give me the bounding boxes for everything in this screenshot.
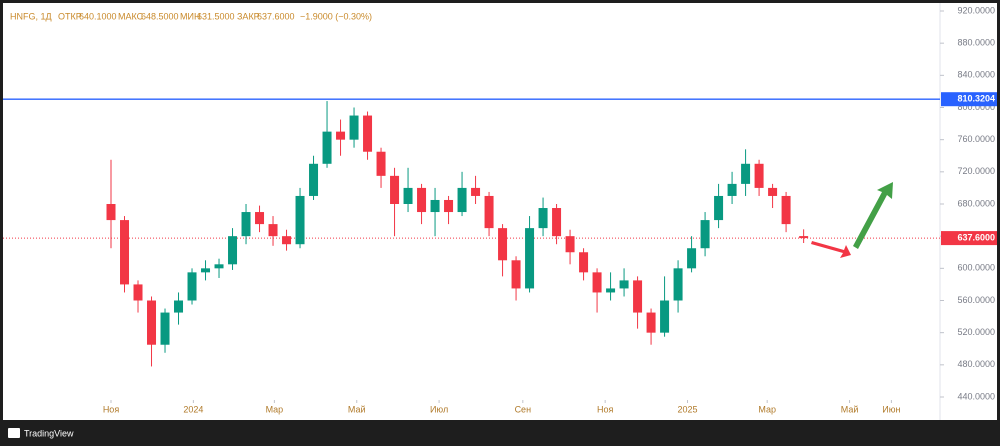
candle-body — [228, 236, 238, 265]
x-tick-label: Июн — [882, 404, 900, 414]
candle-body — [282, 236, 292, 245]
candle-body — [768, 187, 778, 196]
candle-body — [120, 220, 130, 285]
candle-body — [660, 300, 670, 333]
candle-body — [525, 228, 535, 289]
candle-body — [741, 163, 751, 184]
candle-body — [799, 236, 809, 239]
symbol: HNFG, 1Д — [10, 11, 52, 21]
candle-body — [106, 204, 116, 221]
candle-body — [687, 248, 697, 269]
x-tick-label: Мар — [758, 404, 776, 414]
y-tick-label: 680.0000 — [957, 198, 995, 208]
price-level-label: 637.6000 — [957, 232, 995, 242]
candle-body — [241, 212, 251, 237]
x-tick-label: 2024 — [183, 404, 203, 414]
candle-body — [174, 300, 184, 313]
y-tick-label: 800.0000 — [957, 102, 995, 112]
candle-body — [646, 312, 656, 333]
candle-body — [268, 224, 278, 237]
candle-body — [538, 208, 548, 229]
open-label: ОТКР — [58, 11, 82, 21]
high-label: МАКС — [118, 11, 144, 21]
high-value: 648.5000 — [141, 11, 179, 21]
change: −1.9000 (−0.30%) — [300, 11, 372, 21]
close-label: ЗАКР — [237, 11, 260, 21]
candle-body — [700, 220, 710, 249]
candle-body — [565, 236, 575, 253]
candle-body — [430, 199, 440, 213]
logo — [8, 428, 20, 438]
open-value: 640.1000 — [79, 11, 117, 21]
x-tick-label: Май — [841, 404, 859, 414]
candle-body — [606, 288, 616, 293]
candle-body — [349, 115, 359, 140]
candle-body — [295, 195, 305, 245]
y-tick-label: 560.0000 — [957, 295, 995, 305]
candle-body — [781, 195, 791, 225]
x-tick-label: Сен — [515, 404, 532, 414]
candle-body — [511, 260, 521, 289]
candle-body — [390, 175, 400, 204]
candle-body — [376, 151, 386, 176]
brand-name: TradingView — [24, 428, 74, 438]
x-tick-label: Май — [348, 404, 366, 414]
y-tick-label: 520.0000 — [957, 327, 995, 337]
candle-body — [187, 272, 197, 301]
candle-body — [579, 252, 589, 273]
candle-body — [309, 163, 319, 196]
x-tick-label: 2025 — [678, 404, 698, 414]
candle-body — [673, 268, 683, 301]
y-tick-label: 880.0000 — [957, 38, 995, 48]
candle-body — [457, 187, 467, 213]
x-tick-label: Июл — [430, 404, 448, 414]
y-tick-label: 720.0000 — [957, 166, 995, 176]
legend: HNFG, 1Д ОТКР 640.1000 МАКС 648.5000 МИН… — [10, 11, 372, 21]
chart-background — [3, 3, 997, 420]
candle-body — [633, 280, 643, 313]
candle-body — [363, 115, 373, 152]
red-arrow — [811, 241, 851, 258]
plot: 440.0000 480.0000 520.0000 560.0000 600.0000… — [3, 5, 997, 414]
candle-body — [417, 187, 427, 213]
close-value: 637.6000 — [257, 11, 295, 21]
candle-body — [727, 183, 737, 196]
candle-body — [147, 300, 157, 345]
y-tick-label: 840.0000 — [957, 70, 995, 80]
candle-body — [403, 187, 413, 204]
low-value: 631.5000 — [197, 11, 235, 21]
y-tick-label: 920.0000 — [957, 5, 995, 15]
x-tick-label: Мар — [266, 404, 284, 414]
candle-body — [214, 264, 224, 269]
x-tick-label: Ноя — [597, 404, 614, 414]
candle-body — [484, 195, 494, 229]
candle-body — [336, 131, 346, 140]
candle-body — [592, 272, 602, 293]
y-tick-label: 440.0000 — [957, 391, 995, 401]
candle-body — [552, 208, 562, 237]
candle-body — [619, 280, 629, 289]
candle-body — [160, 312, 170, 345]
candle-body — [444, 199, 454, 213]
low-label: МИН — [180, 11, 200, 21]
candle-body — [322, 131, 332, 164]
price-level-badge — [941, 92, 997, 107]
green-arrow — [853, 182, 893, 249]
candle-body — [201, 268, 211, 273]
y-tick-label: 600.0000 — [957, 263, 995, 273]
y-tick-label: 480.0000 — [957, 359, 995, 369]
candle-body — [754, 163, 764, 188]
x-tick-label: Ноя — [103, 404, 120, 414]
price-level-badge — [941, 231, 997, 246]
candle-body — [133, 284, 143, 301]
candle-body — [255, 212, 265, 225]
price-level-label: 810.3204 — [957, 94, 995, 104]
candle-body — [714, 195, 724, 221]
candle-body — [498, 228, 508, 261]
y-tick-label: 760.0000 — [957, 134, 995, 144]
candle-body — [471, 187, 481, 196]
brand: TradingView — [8, 428, 74, 438]
